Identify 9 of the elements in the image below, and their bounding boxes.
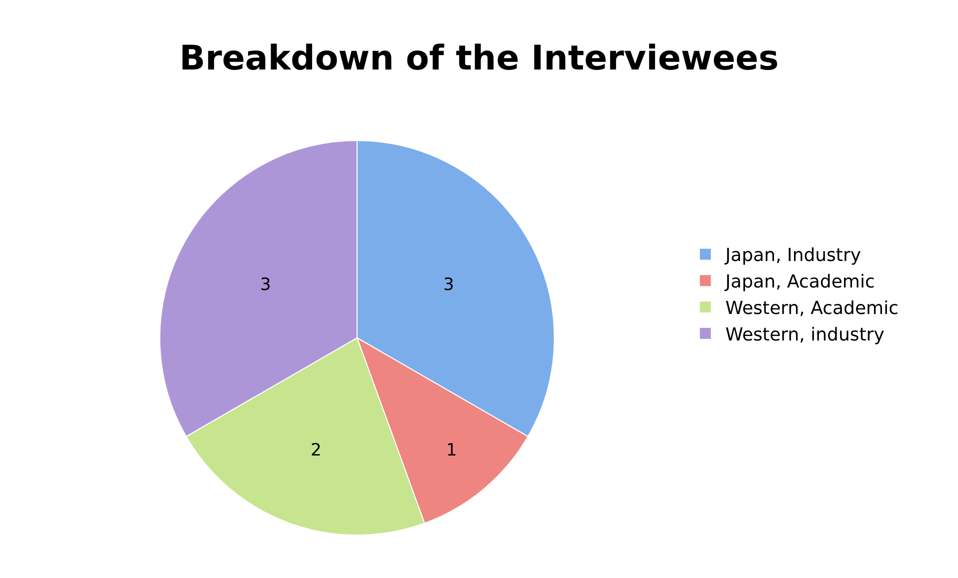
data-label: 3 — [260, 274, 271, 295]
data-label: 1 — [446, 440, 457, 460]
legend-label: Western, Academic — [725, 298, 898, 320]
chart-title: Breakdown of the Interviewees — [179, 38, 779, 79]
legend-label: Japan, Industry — [724, 245, 862, 266]
data-label: 2 — [310, 440, 322, 461]
data-label: 3 — [443, 274, 454, 295]
legend-label: Japan, Academic — [724, 272, 875, 293]
legend-label: Western, industry — [725, 324, 885, 346]
